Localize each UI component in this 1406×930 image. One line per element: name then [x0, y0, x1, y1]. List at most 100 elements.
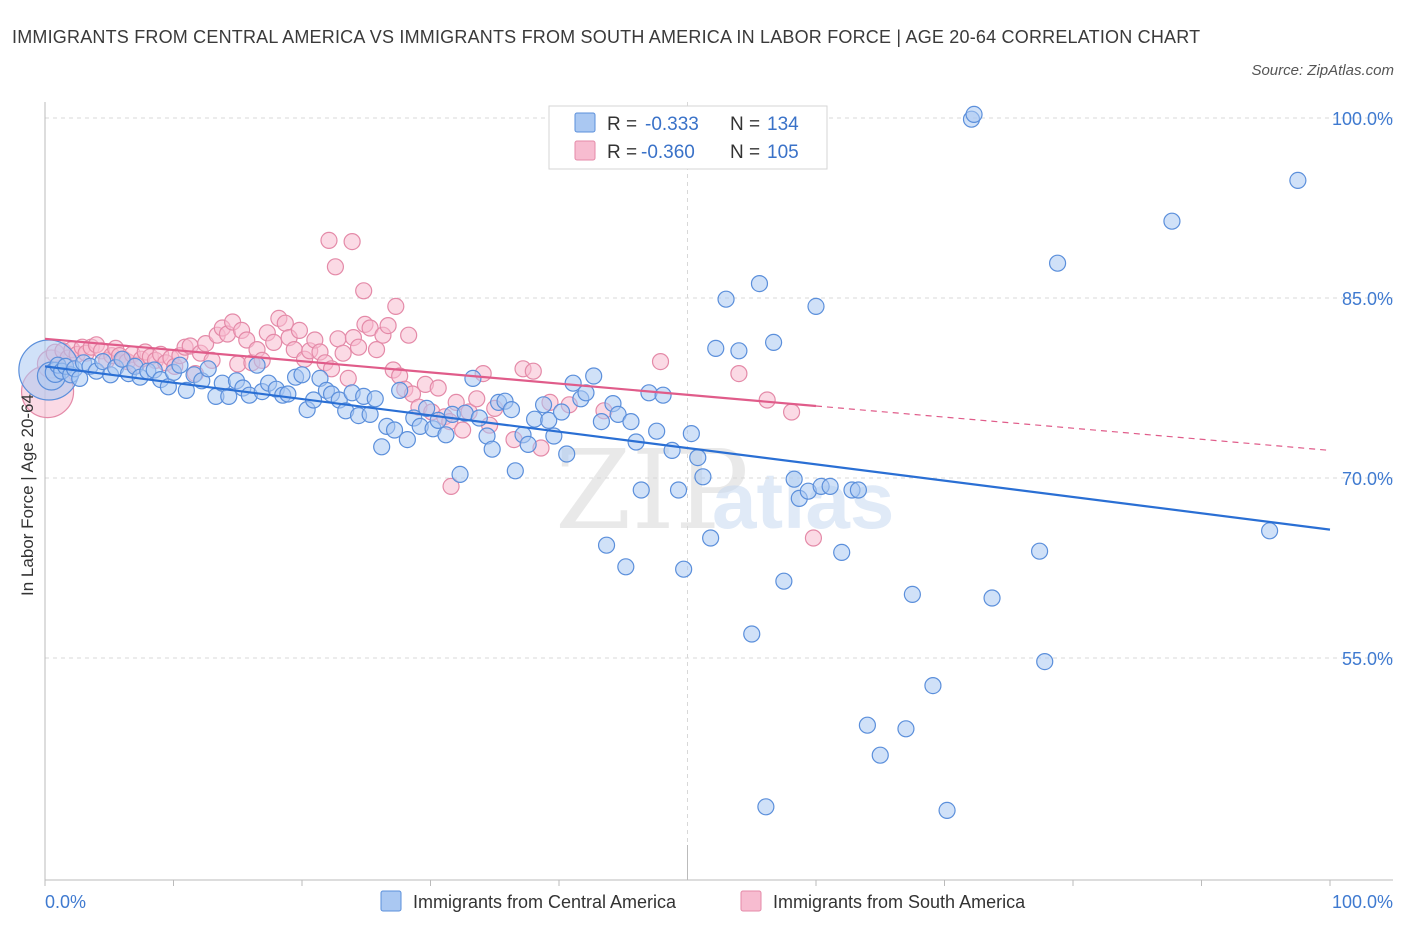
- central-america-point-101: [669, 481, 688, 499]
- y-axis-title: In Labor Force | Age 20-64: [18, 394, 37, 596]
- central-america-point-31: [220, 387, 238, 405]
- south-america-point-80: [454, 421, 472, 439]
- stats-pink-r-value: -0.360: [641, 142, 695, 163]
- y-tick-label-3: 55.0%: [1342, 649, 1393, 669]
- trend-lines: [44, 337, 1331, 531]
- central-america-point-132: [983, 589, 1001, 607]
- central-america-point-92: [609, 405, 627, 423]
- central-america-point-81: [540, 411, 558, 429]
- central-america-point-65: [437, 426, 455, 444]
- central-america-point-131: [965, 105, 983, 124]
- central-america-point-109: [730, 342, 748, 360]
- legend-south-america: Immigrants from South America: [773, 892, 1026, 912]
- south-america-point-60: [334, 344, 352, 362]
- central-america-point-62: [418, 399, 436, 417]
- central-america-point-125: [871, 746, 889, 764]
- stats-box: R = -0.333 N = 134 R = -0.360 N = 105: [548, 105, 828, 170]
- central-america-point-112: [757, 798, 775, 816]
- central-america-point-70: [470, 409, 488, 427]
- south-america-point-96: [782, 403, 801, 421]
- central-america-point-35: [248, 356, 266, 374]
- y-tick-label-0: 100.0%: [1332, 109, 1393, 129]
- central-america-point-128: [924, 676, 942, 695]
- south-america-trendline: [44, 337, 817, 408]
- central-america-point-80: [534, 396, 553, 414]
- source-label: Source: ZipAtlas.com: [1251, 62, 1394, 79]
- central-america-point-103: [682, 425, 700, 443]
- central-america-point-108: [717, 290, 735, 308]
- central-america-point-83: [552, 403, 571, 421]
- central-america-point-58: [391, 381, 409, 399]
- central-america-point-120: [821, 477, 839, 495]
- central-america-point-96: [632, 481, 650, 499]
- central-america-point-135: [1048, 254, 1067, 272]
- south-america-trendline-extension: [815, 405, 1331, 451]
- central-america-point-76: [506, 462, 524, 480]
- central-america-point-136: [1163, 212, 1181, 230]
- south-america-point-103: [400, 326, 418, 344]
- legend-blue-swatch: [380, 890, 402, 912]
- central-america-point-55: [373, 438, 391, 456]
- central-america-point-118: [807, 297, 825, 315]
- south-america-point-49: [276, 314, 294, 332]
- central-america-point-89: [592, 413, 611, 431]
- central-america-point-69: [464, 369, 482, 387]
- central-america-point-88: [585, 367, 603, 385]
- central-america-point-53: [361, 405, 379, 423]
- central-america-point-138: [1289, 171, 1307, 189]
- south-america-point-100: [326, 258, 345, 276]
- south-america-point-61: [339, 369, 357, 387]
- legend-central-america: Immigrants from Central America: [413, 892, 677, 912]
- central-america-point-79: [525, 410, 544, 428]
- central-america-point-98: [648, 422, 666, 440]
- central-america-point-110: [743, 625, 761, 643]
- south-america-point-101: [355, 282, 373, 300]
- central-america-point-113: [764, 333, 783, 351]
- central-america-point-87: [577, 384, 595, 402]
- central-america-point-54: [366, 390, 384, 408]
- south-america-point-95: [758, 391, 776, 409]
- south-america-point-82: [468, 390, 486, 408]
- south-america-point-102: [387, 297, 405, 315]
- central-america-point-121: [833, 543, 851, 562]
- south-america-point-99: [343, 233, 361, 251]
- stats-blue-swatch: [574, 112, 596, 133]
- central-america-point-107: [707, 339, 725, 357]
- central-america-point-114: [775, 572, 793, 590]
- central-america-point-15: [113, 350, 131, 368]
- south-america-point-93: [651, 353, 670, 371]
- south-america-point-47: [265, 333, 283, 351]
- south-america-point-40: [229, 355, 247, 373]
- central-america-point-78: [519, 435, 537, 453]
- legend-pink-swatch: [740, 890, 762, 912]
- central-america-point-93: [617, 558, 635, 576]
- central-america-point-84: [558, 445, 576, 463]
- south-america-point-104: [442, 477, 460, 495]
- stats-blue-r-value: -0.333: [645, 114, 699, 135]
- south-america-point-63: [349, 338, 368, 356]
- y-tick-labels: 100.0% 85.0% 70.0% 55.0%: [1332, 109, 1393, 669]
- central-america-point-104: [689, 449, 707, 467]
- south-america-point-88: [524, 362, 542, 380]
- south-america-point-68: [379, 317, 397, 335]
- central-america-point-99: [654, 386, 672, 404]
- central-america-point-25: [177, 381, 195, 399]
- south-america-point-98: [320, 231, 338, 249]
- central-america-point-90: [597, 536, 616, 554]
- central-america-point-67: [451, 465, 469, 483]
- y-tick-label-1: 85.0%: [1342, 289, 1393, 309]
- south-america-point-65: [361, 319, 379, 337]
- stats-blue-n-value: 134: [767, 114, 799, 135]
- south-america-point-52: [290, 321, 309, 339]
- stats-blue-n-label: N =: [730, 114, 760, 135]
- y-tick-label-2: 70.0%: [1342, 469, 1393, 489]
- south-america-point-34: [197, 335, 215, 353]
- stats-pink-r-label: R =: [607, 142, 637, 163]
- axes: [44, 102, 1393, 886]
- central-america-point-124: [858, 716, 877, 734]
- legend: Immigrants from Central America Immigran…: [380, 890, 1026, 912]
- south-america-point-76: [429, 379, 447, 397]
- chart-title: IMMIGRANTS FROM CENTRAL AMERICA VS IMMIG…: [12, 27, 1201, 47]
- central-america-point-94: [622, 413, 640, 431]
